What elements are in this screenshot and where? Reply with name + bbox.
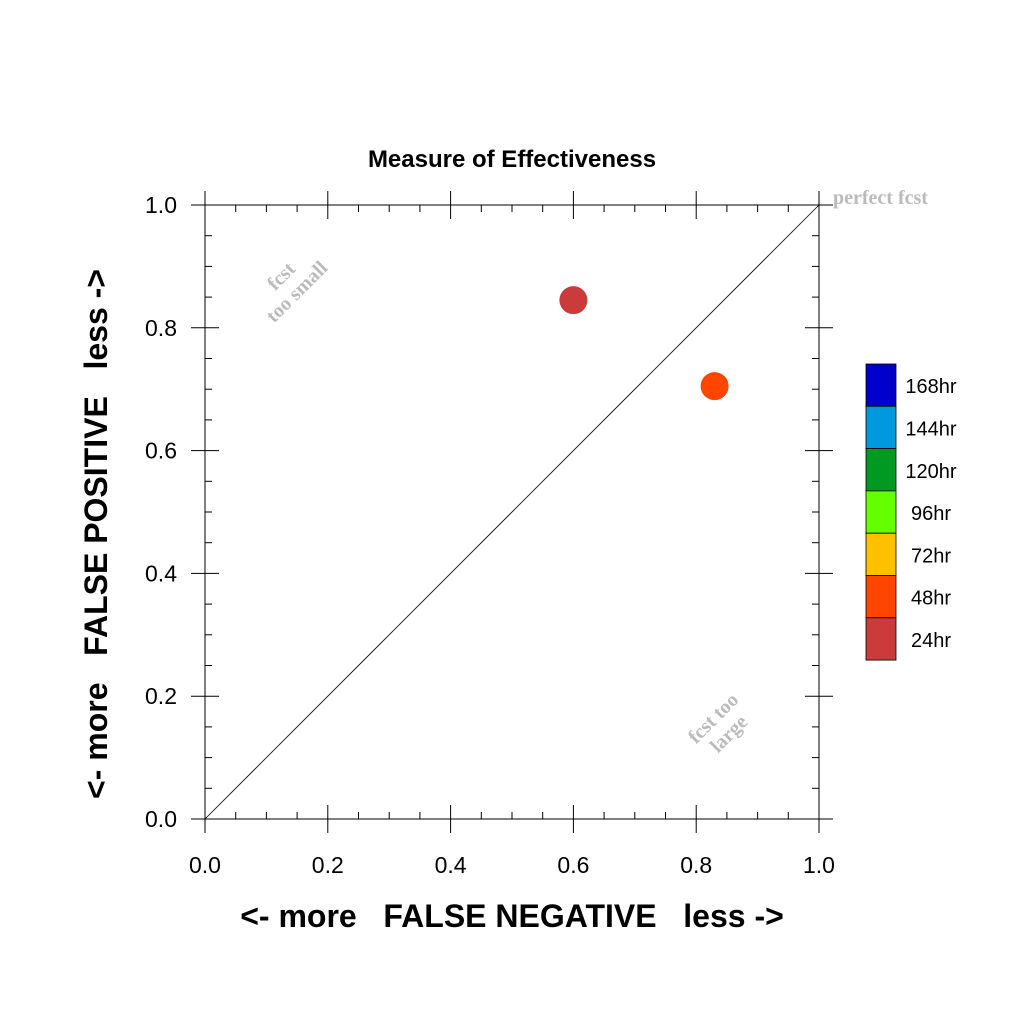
legend-label-96hr: 96hr (911, 503, 951, 525)
x-tick-label: 0.0 (189, 852, 221, 878)
y-tick-label: 1.0 (145, 192, 177, 218)
too-small-annotation: fcst too small (262, 257, 332, 327)
y-tick-label: 0.2 (145, 683, 177, 709)
y-tick-label: 0.6 (145, 438, 177, 464)
tick-marks (191, 191, 833, 833)
y-tick-label: 0.0 (145, 806, 177, 832)
y-tick-label: 0.8 (145, 315, 177, 341)
x-tick-label: 0.2 (312, 852, 344, 878)
legend-label-24hr: 24hr (911, 630, 951, 652)
x-tick-label: 0.8 (680, 852, 712, 878)
legend-swatch-24hr (865, 617, 897, 661)
y-tick-label: 0.4 (145, 560, 177, 586)
x-tick-label: 0.6 (557, 852, 589, 878)
legend-swatch-72hr (865, 532, 897, 576)
legend-swatch-96hr (865, 490, 897, 534)
legend-swatch-168hr (865, 363, 897, 407)
data-point-24hr (559, 286, 588, 315)
legend-label-168hr: 168hr (905, 376, 956, 398)
chart-title: Measure of Effectiveness (368, 146, 656, 173)
x-axis-label: <- more FALSE NEGATIVE less -> (240, 898, 784, 934)
tick-labels: 0.0 0.2 0.4 0.6 0.8 1.0 0.0 0.2 0.4 0.6 0.8 1.0 (145, 192, 835, 878)
legend-label-72hr: 72hr (911, 545, 951, 567)
too-large-annotation: fcst too large (684, 689, 752, 757)
legend-label-120hr: 120hr (905, 461, 956, 483)
x-tick-label: 1.0 (803, 852, 835, 878)
data-points (559, 286, 729, 401)
legend: 168hr 144hr 120hr 96hr 72hr 48hr 24hr (865, 363, 957, 661)
reference-diagonal (204, 204, 820, 820)
y-axis-label: <- more FALSE POSITIVE less -> (78, 269, 114, 799)
legend-label-144hr: 144hr (905, 418, 956, 440)
x-tick-label: 0.4 (435, 852, 467, 878)
legend-swatch-144hr (865, 405, 897, 449)
perfect-forecast-annotation: perfect fcst (833, 187, 928, 209)
data-point-48hr (700, 372, 729, 401)
legend-label-48hr: 48hr (911, 588, 951, 610)
too-small-line2: too small (262, 257, 332, 327)
legend-swatch-120hr (865, 448, 897, 492)
legend-swatch-48hr (865, 575, 897, 619)
